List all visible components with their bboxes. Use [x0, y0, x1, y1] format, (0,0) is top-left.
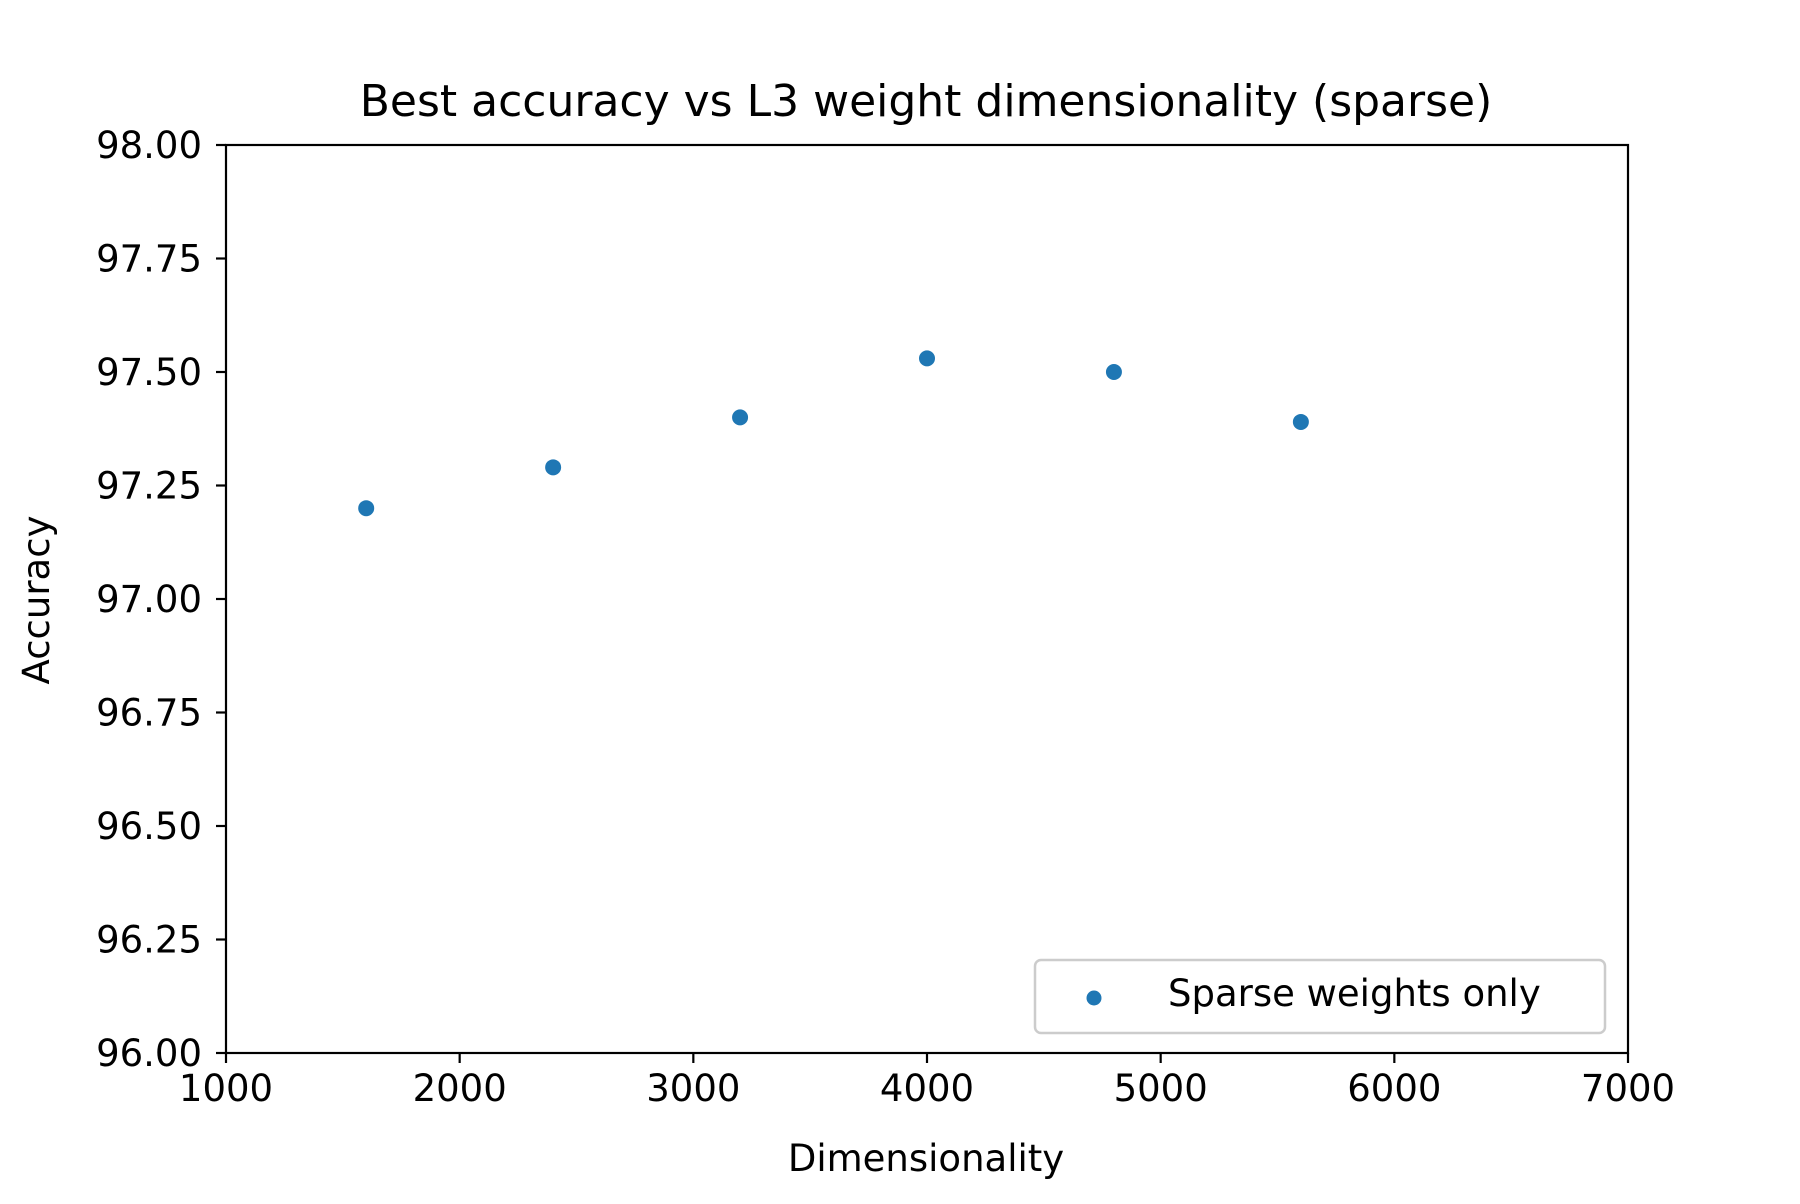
x-tick-label: 7000	[1581, 1067, 1675, 1110]
legend: Sparse weights only	[1033, 958, 1607, 1035]
x-tick-label: 4000	[880, 1067, 974, 1110]
legend-label: Sparse weights only	[1168, 972, 1541, 1015]
y-tick-label: 96.25	[96, 919, 202, 962]
x-tick-label: 2000	[413, 1067, 507, 1110]
y-tick-label: 96.75	[96, 692, 202, 735]
y-axis-label: Accuracy	[15, 516, 58, 685]
chart-title: Best accuracy vs L3 weight dimensionalit…	[360, 76, 1493, 127]
x-tick-label: 3000	[646, 1067, 740, 1110]
x-tick-label: 1000	[179, 1067, 273, 1110]
legend-marker	[1086, 990, 1102, 1006]
y-tick-label: 98.00	[96, 124, 202, 167]
x-tick-label: 5000	[1114, 1067, 1208, 1110]
legend-box	[1033, 958, 1607, 1035]
data-point	[732, 409, 749, 426]
y-tick-label: 97.50	[96, 351, 202, 394]
plot-area: 1000 2000 3000 4000 5000 6000 7000 96.00 96.25 96…	[96, 124, 1675, 1110]
data-point	[1105, 364, 1122, 380]
y-tick-label: 97.75	[96, 238, 202, 281]
y-tick-label: 96.50	[96, 805, 202, 848]
data-point	[545, 459, 562, 476]
y-tick-label: 96.00	[96, 1032, 202, 1075]
x-axis-label: Dimensionality	[788, 1137, 1064, 1180]
data-point	[919, 350, 935, 367]
y-tick-label: 97.25	[96, 465, 202, 508]
data-point	[358, 500, 375, 517]
x-tick-label: 6000	[1347, 1067, 1441, 1110]
y-tick-label: 97.00	[96, 578, 202, 621]
data-point	[1292, 413, 1309, 430]
